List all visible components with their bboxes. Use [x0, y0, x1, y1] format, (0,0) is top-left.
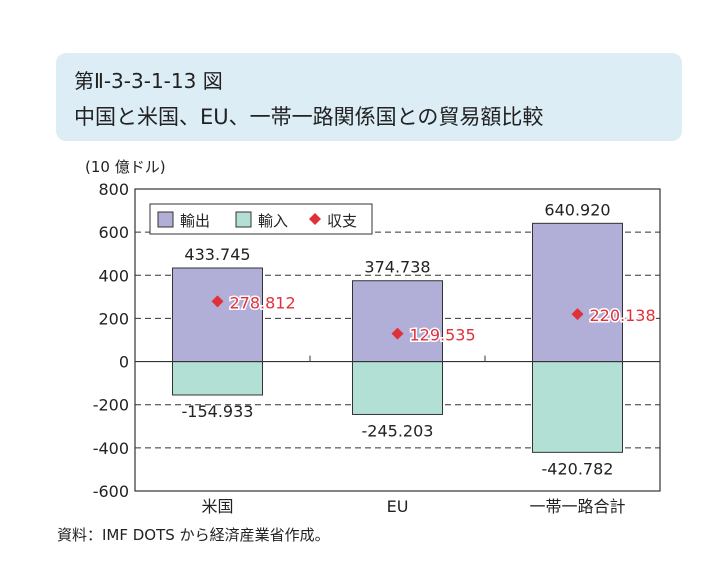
x-tick-label: EU [387, 497, 409, 516]
unit-label: (10 億ドル) [85, 158, 166, 176]
x-tick-label: 一帯一路合計 [529, 497, 625, 516]
plot-frame [134, 188, 661, 492]
bar-import [172, 361, 263, 396]
y-tick-label: -400 [93, 439, 129, 458]
legend-swatch-export [157, 211, 174, 228]
balance-marker [391, 327, 404, 340]
title-box: 第Ⅱ-3-3-1-13 図 中国と米国、EU、一帯一路関係国との貿易額比較 [56, 53, 682, 141]
balance-marker [571, 308, 584, 321]
legend-label-export: 輸出 [180, 212, 210, 230]
export-label: 433.745 [184, 245, 250, 264]
import-label: -245.203 [362, 421, 434, 440]
bar-import [352, 361, 443, 415]
bar-export [532, 222, 623, 363]
export-label: 640.920 [544, 200, 610, 219]
bar-import [532, 361, 623, 453]
legend-label-import: 輸入 [258, 212, 288, 230]
y-tick-label: 600 [98, 223, 129, 242]
legend-swatch-import [235, 211, 252, 228]
import-label: -154.933 [182, 402, 254, 421]
legend-box [149, 203, 373, 235]
y-tick-label: -600 [93, 482, 129, 501]
y-tick-label: 400 [98, 266, 129, 285]
figure-number: 第Ⅱ-3-3-1-13 図 [74, 69, 223, 93]
chart-title: 中国と米国、EU、一帯一路関係国との貿易額比較 [74, 105, 544, 129]
balance-marker [211, 295, 224, 308]
export-label: 374.738 [364, 258, 430, 277]
y-tick-label: -200 [93, 396, 129, 415]
import-label: -420.782 [542, 459, 614, 478]
y-tick-label: 200 [98, 309, 129, 328]
x-tick-label: 米国 [201, 497, 233, 516]
y-tick-label: 0 [119, 353, 129, 372]
bar-export [352, 280, 443, 363]
y-tick-label: 800 [98, 180, 129, 199]
legend-marker-balance [309, 213, 321, 225]
balance-label: 220.138 [590, 306, 656, 325]
bar-export [172, 267, 263, 363]
balance-label: 129.535 [410, 326, 476, 345]
balance-label: 278.812 [230, 293, 296, 312]
source-note: 資料：IMF DOTS から経済産業省作成。 [57, 526, 330, 544]
legend-label-balance: 収支 [327, 212, 357, 230]
